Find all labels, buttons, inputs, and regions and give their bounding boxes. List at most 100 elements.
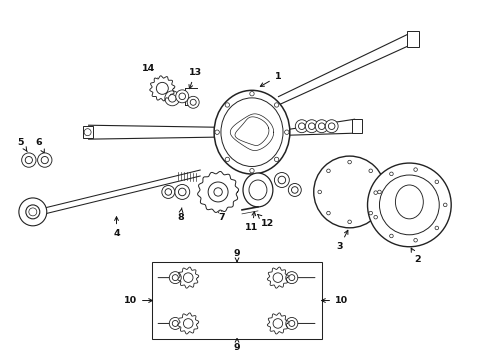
Circle shape: [435, 180, 439, 184]
Ellipse shape: [243, 173, 273, 207]
Circle shape: [318, 190, 321, 194]
Text: 10: 10: [124, 296, 152, 305]
Ellipse shape: [395, 185, 423, 219]
Circle shape: [274, 157, 279, 162]
Circle shape: [169, 272, 181, 284]
Circle shape: [286, 272, 298, 284]
Text: 6: 6: [35, 138, 44, 153]
Circle shape: [214, 188, 222, 196]
Circle shape: [250, 91, 254, 96]
Circle shape: [210, 184, 226, 201]
Circle shape: [369, 169, 372, 172]
Text: 5: 5: [18, 138, 27, 152]
Circle shape: [225, 103, 229, 107]
Text: 7: 7: [219, 208, 225, 222]
Circle shape: [289, 320, 295, 327]
Circle shape: [315, 120, 328, 133]
Circle shape: [348, 160, 351, 164]
Text: 11: 11: [245, 212, 259, 232]
Circle shape: [29, 208, 37, 216]
Bar: [352, 119, 362, 133]
Circle shape: [325, 120, 338, 133]
Circle shape: [379, 175, 439, 235]
Circle shape: [414, 168, 417, 171]
Circle shape: [176, 90, 189, 103]
Circle shape: [414, 238, 417, 242]
Text: 9: 9: [234, 338, 240, 352]
Polygon shape: [178, 313, 199, 334]
Circle shape: [328, 123, 335, 130]
Ellipse shape: [214, 90, 290, 174]
Circle shape: [22, 153, 36, 167]
Circle shape: [318, 123, 325, 130]
Circle shape: [156, 82, 168, 94]
Circle shape: [274, 172, 289, 188]
Circle shape: [19, 198, 47, 226]
Bar: [407, 31, 419, 46]
Circle shape: [292, 187, 298, 193]
Text: 14: 14: [142, 64, 158, 82]
Circle shape: [179, 93, 186, 100]
Circle shape: [162, 185, 175, 198]
Circle shape: [250, 168, 254, 173]
Circle shape: [314, 156, 386, 228]
Circle shape: [374, 191, 377, 194]
Circle shape: [84, 129, 91, 136]
Circle shape: [390, 172, 393, 176]
Circle shape: [172, 320, 178, 327]
Circle shape: [25, 157, 32, 164]
Circle shape: [225, 157, 229, 162]
Polygon shape: [268, 313, 289, 334]
Text: 12: 12: [258, 215, 274, 228]
Circle shape: [215, 130, 220, 134]
Circle shape: [273, 273, 283, 282]
Circle shape: [165, 91, 180, 106]
Text: 9: 9: [234, 249, 240, 262]
Circle shape: [308, 123, 315, 130]
Circle shape: [305, 120, 318, 133]
Circle shape: [41, 157, 49, 164]
Ellipse shape: [221, 98, 283, 166]
Polygon shape: [150, 76, 175, 101]
Polygon shape: [197, 171, 239, 212]
Text: 13: 13: [189, 68, 202, 89]
Circle shape: [443, 203, 447, 207]
Text: 10: 10: [321, 296, 348, 305]
Circle shape: [378, 190, 381, 194]
Text: 8: 8: [177, 208, 184, 222]
Bar: [152, 262, 322, 339]
Circle shape: [169, 318, 181, 329]
Circle shape: [187, 96, 199, 108]
Circle shape: [327, 211, 330, 215]
Circle shape: [273, 319, 283, 328]
Polygon shape: [178, 267, 199, 288]
Circle shape: [369, 211, 372, 215]
Circle shape: [190, 99, 196, 105]
Circle shape: [183, 273, 193, 282]
Circle shape: [178, 188, 186, 196]
Circle shape: [327, 169, 330, 172]
Circle shape: [274, 103, 279, 107]
Circle shape: [38, 153, 52, 167]
Circle shape: [169, 95, 176, 102]
Text: 3: 3: [336, 230, 348, 251]
Circle shape: [298, 123, 305, 130]
Circle shape: [295, 120, 308, 133]
Circle shape: [368, 163, 451, 247]
Circle shape: [208, 182, 228, 202]
Circle shape: [285, 130, 289, 134]
Circle shape: [175, 184, 190, 199]
Circle shape: [286, 318, 298, 329]
Text: 4: 4: [113, 217, 120, 238]
Circle shape: [374, 215, 377, 219]
Text: 1: 1: [260, 72, 281, 86]
Bar: [83, 126, 93, 138]
Circle shape: [172, 275, 178, 280]
Circle shape: [435, 226, 439, 230]
Circle shape: [278, 176, 286, 184]
Polygon shape: [268, 267, 289, 288]
Circle shape: [390, 234, 393, 238]
Circle shape: [288, 184, 301, 197]
Circle shape: [183, 319, 193, 328]
Circle shape: [165, 189, 172, 195]
